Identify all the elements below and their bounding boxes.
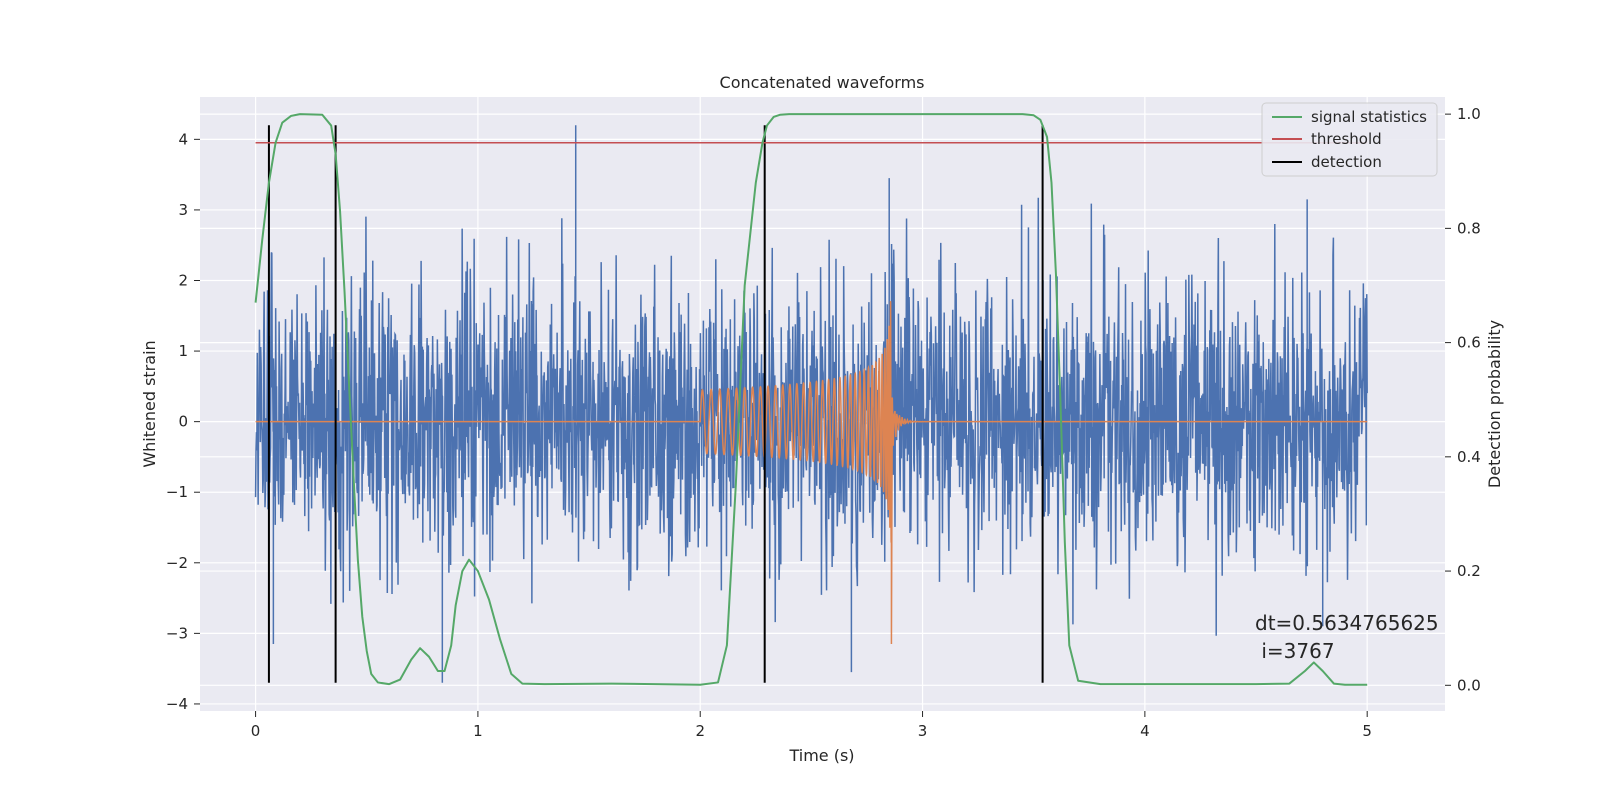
- y2-tick-label: 0.4: [1457, 448, 1481, 466]
- legend-label-threshold: threshold: [1311, 130, 1382, 148]
- chart-title: Concatenated waveforms: [720, 73, 925, 92]
- legend-box: [1261, 102, 1438, 177]
- chirp-layer: [255, 301, 1368, 644]
- y-tick-label: 4: [178, 130, 188, 148]
- y-ticks: −4 −3 −2 −1 0 1 2 3 4: [166, 130, 200, 713]
- detection-layer: [267, 125, 1044, 683]
- y2-tick-label: 0.0: [1457, 676, 1481, 694]
- x-tick-label: 3: [918, 722, 928, 740]
- y-tick-label: 0: [178, 413, 188, 431]
- x-tick-label: 0: [251, 722, 261, 740]
- legend: signal statistics threshold detection: [1261, 102, 1438, 177]
- annotation-dt: dt=0.5634765625: [1255, 611, 1439, 635]
- y-tick-label: 3: [178, 201, 188, 219]
- y-tick-label: −1: [166, 483, 188, 501]
- y2-tick-label: 0.2: [1457, 562, 1481, 580]
- x-tick-label: 2: [695, 722, 705, 740]
- stats-layer: [254, 113, 1368, 686]
- x-axis-label: Time (s): [788, 746, 854, 765]
- y2-tick-label: 0.8: [1457, 219, 1481, 237]
- y-tick-label: −2: [166, 554, 188, 572]
- annotation-i: i=3767: [1255, 639, 1335, 663]
- signal-statistics-line: [254, 113, 1368, 686]
- y2-ticks: 0.0 0.2 0.4 0.6 0.8 1.0: [1445, 105, 1481, 694]
- y2-axis-label: Detection probability: [1485, 320, 1504, 488]
- x-ticks: 0 1 2 3 4 5: [251, 711, 1372, 740]
- y-tick-label: −3: [166, 624, 188, 642]
- y-axis-label: Whitened strain: [140, 340, 159, 467]
- y-tick-label: −4: [166, 695, 188, 713]
- x-tick-label: 4: [1140, 722, 1150, 740]
- waveform-series-line: [255, 301, 1368, 644]
- legend-label-signal-statistics: signal statistics: [1311, 108, 1427, 126]
- legend-label-detection: detection: [1311, 153, 1382, 171]
- x-tick-label: 1: [473, 722, 483, 740]
- y2-tick-label: 0.6: [1457, 334, 1481, 352]
- y-tick-label: 2: [178, 271, 188, 289]
- x-tick-label: 5: [1362, 722, 1372, 740]
- y2-tick-label: 1.0: [1457, 105, 1481, 123]
- y-tick-label: 1: [178, 342, 188, 360]
